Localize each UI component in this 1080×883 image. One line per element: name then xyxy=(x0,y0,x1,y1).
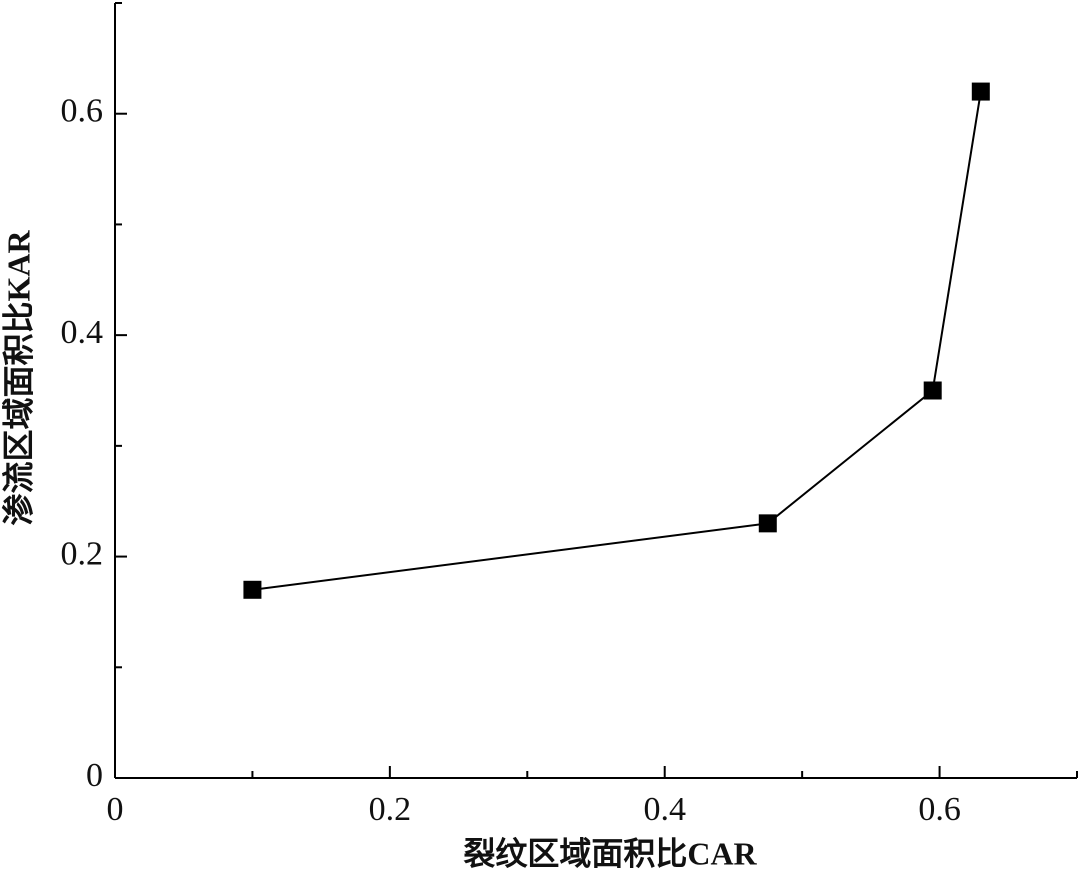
marker xyxy=(758,514,777,533)
x-tick-label: 0.6 xyxy=(918,791,961,828)
y-tick-label: 0.4 xyxy=(61,314,104,351)
x-tick-label: 0.4 xyxy=(643,791,686,828)
y-tick-label: 0 xyxy=(86,757,103,794)
series-line xyxy=(252,91,982,591)
y-tick-label: 0.6 xyxy=(61,93,104,130)
marker xyxy=(971,82,990,101)
x-tick-label: 0.2 xyxy=(369,791,412,828)
marker xyxy=(243,580,262,599)
x-tick-label: 0 xyxy=(107,791,124,828)
y-tick-label: 0.2 xyxy=(61,535,104,572)
x-axis-title: 裂纹区域面积比CAR xyxy=(463,835,757,871)
marker xyxy=(923,381,942,400)
y-axis-title: 渗流区域面积比KAR xyxy=(0,230,36,526)
